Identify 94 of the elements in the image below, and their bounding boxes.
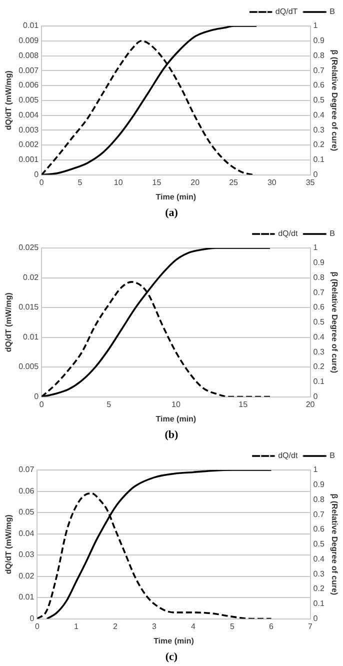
y-tick-label: 0.005 [18,96,40,105]
y2-tick-label: 0.2 [313,584,325,594]
x-axis-title: Time (min) [156,192,196,202]
y2-tick-label: 0 [313,614,318,624]
y2-tick-label: 0.8 [313,494,325,504]
x-tick-label: 1 [74,622,79,631]
legend-label: dQ/dt [278,451,298,460]
legend-label: dQ/dT [275,7,298,16]
y2-tick-label: 0 [313,170,318,180]
y-tick-label: 0.06 [18,486,35,496]
text: (b) [164,428,180,443]
x-tick-label: 5 [78,178,83,187]
x-tick-label: 10 [114,178,124,187]
x-tick-label: 30 [267,178,277,187]
y2-tick-label: 0.9 [313,258,325,268]
x-tick-label: 2 [112,622,118,631]
y2-tick-label: 0.7 [313,288,325,297]
y-tick-label: 0.001 [18,155,40,164]
y-tick-label: 0.015 [18,302,40,312]
y2-tick-label: 0.3 [313,125,325,134]
y2-tick-label: 1 [313,243,318,252]
y2-tick-label: 0.4 [313,110,325,120]
x-axis-title: Time (min) [154,636,194,646]
y2-tick-label: 0.9 [313,36,325,46]
x-tick-label: 4 [191,622,196,631]
x-tick-label: 3 [152,622,157,631]
legend-label: dQ/dt [278,229,298,238]
y2-axis-title: β (Relative Degree of cure) [330,272,339,374]
y2-tick-label: 0.1 [313,377,325,386]
x-tick-label: 5 [106,400,112,409]
y2-tick-label: 0.6 [313,80,325,90]
y2-tick-label: 0.1 [313,155,325,164]
y2-tick-label: 0.1 [313,599,325,608]
x-tick-label: 35 [306,178,316,187]
y2-tick-label: 0.5 [313,540,325,549]
x-tick-label: 5 [230,622,236,631]
y-tick-label: 0.03 [18,550,35,560]
y-tick-label: 0.008 [18,50,40,60]
y-tick-label: 0.04 [18,528,35,538]
y-tick-label: 0.009 [18,36,40,46]
y2-tick-label: 0 [313,392,318,402]
y-tick-label: 0.006 [18,80,40,90]
y-tick-label: 0 [30,614,35,624]
y-tick-label: 0.05 [18,508,35,517]
y2-tick-label: 0.3 [313,569,325,578]
y-axis-title: dQ/dT (mW/mg) [4,514,14,574]
y2-tick-label: 0.7 [313,510,325,519]
y2-axis-title: β (Relative Degree of cure) [330,494,339,596]
y-axis-title: dQ/dT (mW/mg) [4,292,14,352]
y2-tick-label: 0.4 [313,332,325,342]
y-tick-label: 0 [34,392,40,402]
y-tick-label: 0.02 [23,272,40,282]
y-tick-label: 0.005 [18,362,40,372]
y2-tick-label: 0.5 [313,96,325,105]
y2-tick-label: 0.2 [313,362,325,372]
x-tick-label: 25 [229,178,239,187]
legend-label: B [330,451,336,460]
y-tick-label: 0.01 [23,332,40,342]
y-axis-title: dQ/dT (mW/mg) [4,70,14,130]
x-axis-title: Time (min) [156,414,196,424]
legend-label: B [330,7,336,16]
text: (a) [164,206,179,221]
x-tick-label: 10 [171,400,181,409]
y2-tick-label: 0.9 [313,480,325,490]
y2-tick-label: 0.6 [313,302,325,312]
y2-tick-label: 0.5 [313,318,325,327]
y-tick-label: 0.02 [18,571,35,580]
y-tick-label: 0.003 [18,125,40,134]
y2-tick-label: 0.8 [313,272,325,282]
x-tick-label: 20 [306,400,316,409]
y-tick-label: 0.07 [18,465,35,474]
x-tick-label: 6 [269,622,274,631]
y-tick-label: 0.025 [18,243,40,252]
text: (c) [164,650,179,665]
y2-tick-label: 0.6 [313,524,325,534]
y2-tick-label: 1 [313,21,318,30]
legend-label: B [330,229,336,238]
x-tick-label: 7 [308,622,314,631]
y-tick-label: 0 [34,170,40,180]
x-tick-label: 20 [190,178,200,187]
y2-axis-title: β (Relative Degree of cure) [330,50,339,152]
y2-tick-label: 0.2 [313,140,325,150]
y2-tick-label: 0.7 [313,66,325,75]
y-tick-label: 0.01 [23,21,40,30]
y-tick-label: 0.01 [18,592,35,602]
y2-tick-label: 0.8 [313,50,325,60]
y-tick-label: 0.002 [18,140,40,150]
x-tick-label: 15 [152,178,162,187]
y2-tick-label: 1 [313,465,318,474]
y-tick-label: 0.004 [18,110,40,120]
x-tick-label: 15 [238,400,248,409]
y-tick-label: 0.007 [18,66,40,75]
y2-tick-label: 0.3 [313,347,325,356]
y2-tick-label: 0.4 [313,554,325,564]
